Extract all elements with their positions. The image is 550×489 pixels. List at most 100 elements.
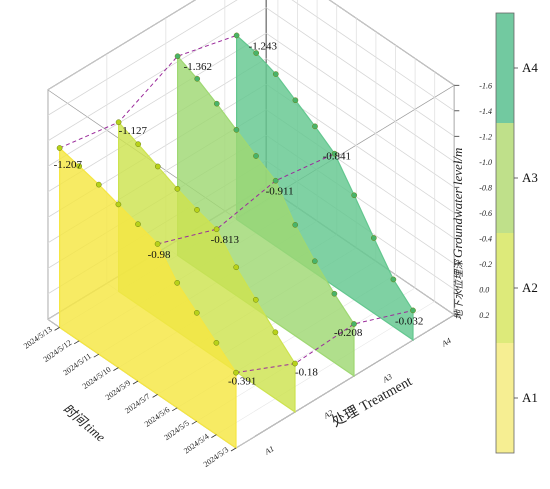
- data-point-A3: [233, 127, 240, 133]
- date-tick-label: 2024/5/4: [182, 432, 210, 456]
- colorbar-label: A1: [522, 390, 538, 405]
- treatment-surfaces: [59, 34, 414, 450]
- data-point-A1: [233, 369, 239, 376]
- data-point-A2: [233, 264, 240, 271]
- date-tick-label: 2024/5/12: [42, 338, 74, 364]
- date-tick: [54, 327, 60, 331]
- z-tick-label: 0.0: [479, 285, 489, 294]
- data-point-A2: [174, 185, 181, 192]
- data-point-A2: [272, 329, 279, 336]
- data-point-A1: [76, 163, 83, 169]
- data-point-A3: [194, 75, 201, 82]
- z-tick-label: -0.6: [479, 209, 492, 218]
- data-point-A1: [135, 221, 141, 228]
- data-point-A1: [213, 339, 220, 346]
- data-point-A2: [115, 119, 122, 126]
- date-tick: [171, 407, 178, 412]
- data-points: [56, 32, 416, 376]
- data-point-A1: [154, 241, 161, 247]
- date-tick-label: 2024/5/11: [61, 351, 93, 377]
- colorbar-segment: [496, 233, 514, 343]
- data-point-A2: [213, 226, 220, 233]
- colorbar-label: A3: [522, 170, 538, 185]
- box-edge: [328, 0, 455, 86]
- data-point-A3: [272, 177, 279, 184]
- date-tick: [191, 420, 198, 425]
- date-tick-label: 2024/5/5: [162, 418, 190, 442]
- annotation-label: -1.243: [249, 40, 278, 52]
- treatment-tick-label: A3: [380, 372, 393, 385]
- treatment-tick-label: A4: [439, 336, 452, 349]
- x-axis-title: 时间 time: [60, 401, 108, 445]
- annotation-label: -0.208: [334, 327, 363, 339]
- colorbar-segment: [496, 343, 514, 453]
- y-axis-title: 处理 Treatment: [329, 374, 415, 431]
- data-point-A4: [312, 123, 318, 130]
- data-point-A3: [213, 100, 220, 107]
- data-point-A4: [272, 71, 279, 77]
- treatment-tick-label: A1: [262, 444, 275, 457]
- colorbar-segment: [496, 13, 514, 123]
- annotation-label: -1.362: [184, 61, 212, 73]
- date-tick-label: 2024/5/7: [123, 392, 151, 416]
- z-tick-label: -1.0: [479, 158, 492, 167]
- z-tick-label: -1.2: [479, 132, 492, 141]
- data-point-A4: [351, 192, 358, 199]
- date-tick: [152, 394, 158, 398]
- colorbar-label: A4: [522, 60, 538, 75]
- data-point-A1: [115, 201, 122, 208]
- data-point-A4: [370, 235, 377, 241]
- date-tick-label: 2024/5/13: [22, 325, 54, 351]
- z-tick-label: -0.4: [479, 234, 492, 243]
- z-tick-label: -1.4: [479, 107, 492, 116]
- grid-line: [47, 0, 238, 116]
- date-tick: [211, 434, 217, 438]
- data-point-A2: [154, 163, 161, 170]
- annotation-label: -0.391: [228, 376, 256, 388]
- date-tick: [230, 447, 237, 452]
- data-point-A2: [194, 207, 200, 213]
- data-point-A4: [331, 150, 338, 157]
- z-axis-title: 地下水位埋深 Groundwater level/m: [450, 148, 465, 320]
- data-point-A1: [174, 280, 181, 286]
- annotation-label: -0.911: [266, 186, 294, 198]
- z-tick-label: -1.6: [479, 81, 492, 90]
- date-tick-label: 2024/5/10: [81, 365, 113, 391]
- data-point-A2: [292, 360, 298, 367]
- data-point-A3: [351, 321, 357, 327]
- date-tick: [73, 340, 80, 345]
- data-point-A2: [252, 296, 259, 303]
- date-tick: [132, 380, 139, 385]
- data-point-A3: [331, 290, 338, 297]
- trend-line: [157, 153, 335, 245]
- date-tick-label: 2024/5/9: [104, 378, 132, 402]
- grid-line: [47, 32, 267, 167]
- trend-line: [235, 309, 414, 374]
- data-point-A4: [390, 276, 397, 283]
- x-axis-title-en: time: [82, 419, 109, 445]
- trend-lines: [59, 34, 414, 374]
- annotation-label: -0.841: [323, 151, 351, 163]
- grid-line: [291, 0, 455, 112]
- grid-line: [47, 7, 267, 142]
- grid-line: [47, 0, 196, 91]
- data-point-A3: [174, 53, 181, 60]
- date-tick-label: 2024/5/3: [202, 445, 230, 469]
- data-point-A3: [311, 258, 318, 265]
- data-point-A4: [410, 307, 416, 314]
- data-point-A2: [135, 141, 142, 147]
- trend-line: [59, 34, 237, 149]
- z-tick-label: -0.2: [479, 260, 492, 269]
- box-edge: [47, 0, 197, 91]
- treatment-tick-label: A2: [321, 408, 334, 421]
- grid-line: [328, 0, 455, 86]
- y-axis-title-cn: 处理: [329, 403, 361, 431]
- grid-line: [235, 314, 455, 449]
- z-axis-title-en: Groundwater level/m: [450, 148, 465, 258]
- colorbar: A4 A3 A2 A1: [495, 12, 538, 454]
- data-point-A4: [233, 32, 240, 39]
- data-point-A4: [292, 97, 299, 104]
- date-tick: [93, 353, 100, 358]
- data-point-A3: [292, 222, 299, 228]
